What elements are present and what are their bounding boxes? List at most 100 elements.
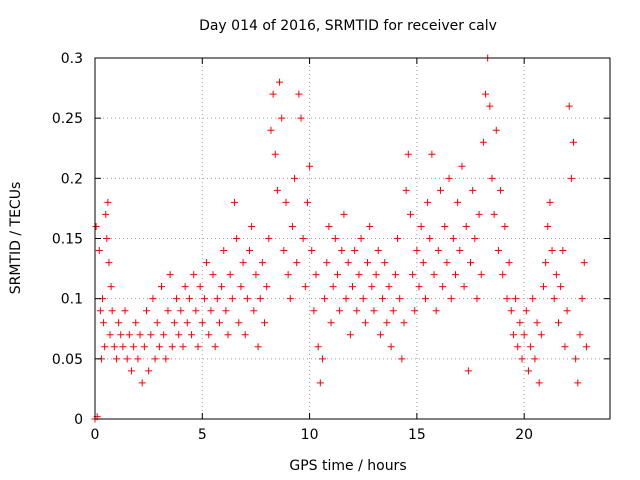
data-point (404, 150, 412, 158)
axis-ticks (94, 57, 610, 420)
data-point (185, 295, 193, 303)
plot-frame (94, 57, 611, 420)
data-point (355, 271, 363, 279)
data-point (310, 307, 318, 315)
data-point (396, 295, 404, 303)
data-point (194, 343, 202, 351)
data-point (175, 331, 183, 339)
data-point (507, 307, 515, 315)
data-point (501, 222, 509, 230)
data-point (548, 247, 556, 255)
data-point (336, 307, 344, 315)
x-tick-label: 0 (91, 427, 100, 443)
data-point (209, 271, 217, 279)
data-point (361, 319, 369, 327)
data-point (295, 90, 303, 98)
data-point (565, 102, 573, 110)
data-point (121, 307, 129, 315)
data-point (183, 319, 191, 327)
data-point (471, 235, 479, 242)
data-point (288, 222, 296, 230)
data-point (391, 271, 399, 279)
y-axis-label: SRMTID / TECUs (8, 182, 24, 295)
data-point (104, 198, 112, 206)
data-point (241, 331, 249, 339)
data-point (192, 307, 200, 315)
data-point (306, 162, 314, 170)
data-point (542, 259, 550, 267)
data-point (522, 307, 530, 315)
data-point (160, 331, 168, 339)
data-point (215, 319, 223, 327)
data-point (537, 331, 545, 339)
data-point (273, 186, 281, 194)
data-point (280, 247, 288, 255)
data-point (203, 259, 211, 267)
data-point (252, 271, 260, 279)
data-point (406, 210, 414, 218)
data-point (188, 331, 196, 339)
data-point (96, 307, 104, 315)
data-point (325, 222, 333, 230)
data-point (415, 283, 423, 291)
data-point (555, 319, 562, 327)
data-point (303, 198, 311, 206)
data-point (205, 331, 213, 339)
data-point (439, 283, 447, 291)
data-point (449, 235, 457, 242)
data-point (95, 247, 103, 255)
data-point (261, 319, 269, 327)
data-point (452, 271, 459, 279)
data-point (108, 307, 116, 315)
data-point (582, 343, 590, 351)
data-point (419, 259, 427, 267)
data-point (494, 247, 502, 255)
data-point (351, 247, 359, 255)
data-point (308, 247, 316, 255)
data-point (559, 247, 567, 255)
data-point (200, 295, 208, 303)
data-point (168, 343, 176, 351)
data-point (235, 319, 243, 327)
data-point (316, 379, 324, 387)
data-point (531, 355, 539, 363)
data-point (233, 235, 241, 242)
data-point (107, 283, 115, 291)
data-point (102, 210, 110, 218)
data-point (385, 283, 393, 291)
data-point (220, 247, 228, 255)
data-point (177, 307, 185, 315)
data-point (143, 307, 150, 315)
data-point (546, 198, 554, 206)
data-point (505, 259, 513, 267)
data-point (473, 295, 481, 303)
data-point (224, 331, 232, 339)
data-point (539, 283, 547, 291)
data-point (250, 307, 258, 315)
data-point (103, 235, 111, 242)
data-point (112, 355, 120, 363)
data-point (314, 343, 322, 351)
data-point (368, 283, 376, 291)
data-point (321, 295, 329, 303)
data-point (181, 283, 189, 291)
data-point (424, 198, 432, 206)
data-point (170, 319, 178, 327)
data-point (258, 259, 266, 267)
data-point (364, 259, 372, 267)
data-point (535, 379, 543, 387)
data-point (125, 331, 133, 339)
data-point (230, 198, 238, 206)
data-point (119, 343, 127, 351)
data-point (434, 247, 442, 255)
data-point (492, 126, 500, 134)
data-point (456, 247, 464, 255)
data-point (447, 295, 455, 303)
data-point (411, 307, 419, 315)
data-point (518, 355, 526, 363)
data-point (409, 271, 417, 279)
data-point (383, 319, 391, 327)
data-point (155, 343, 163, 351)
x-tick-label: 5 (198, 427, 207, 443)
